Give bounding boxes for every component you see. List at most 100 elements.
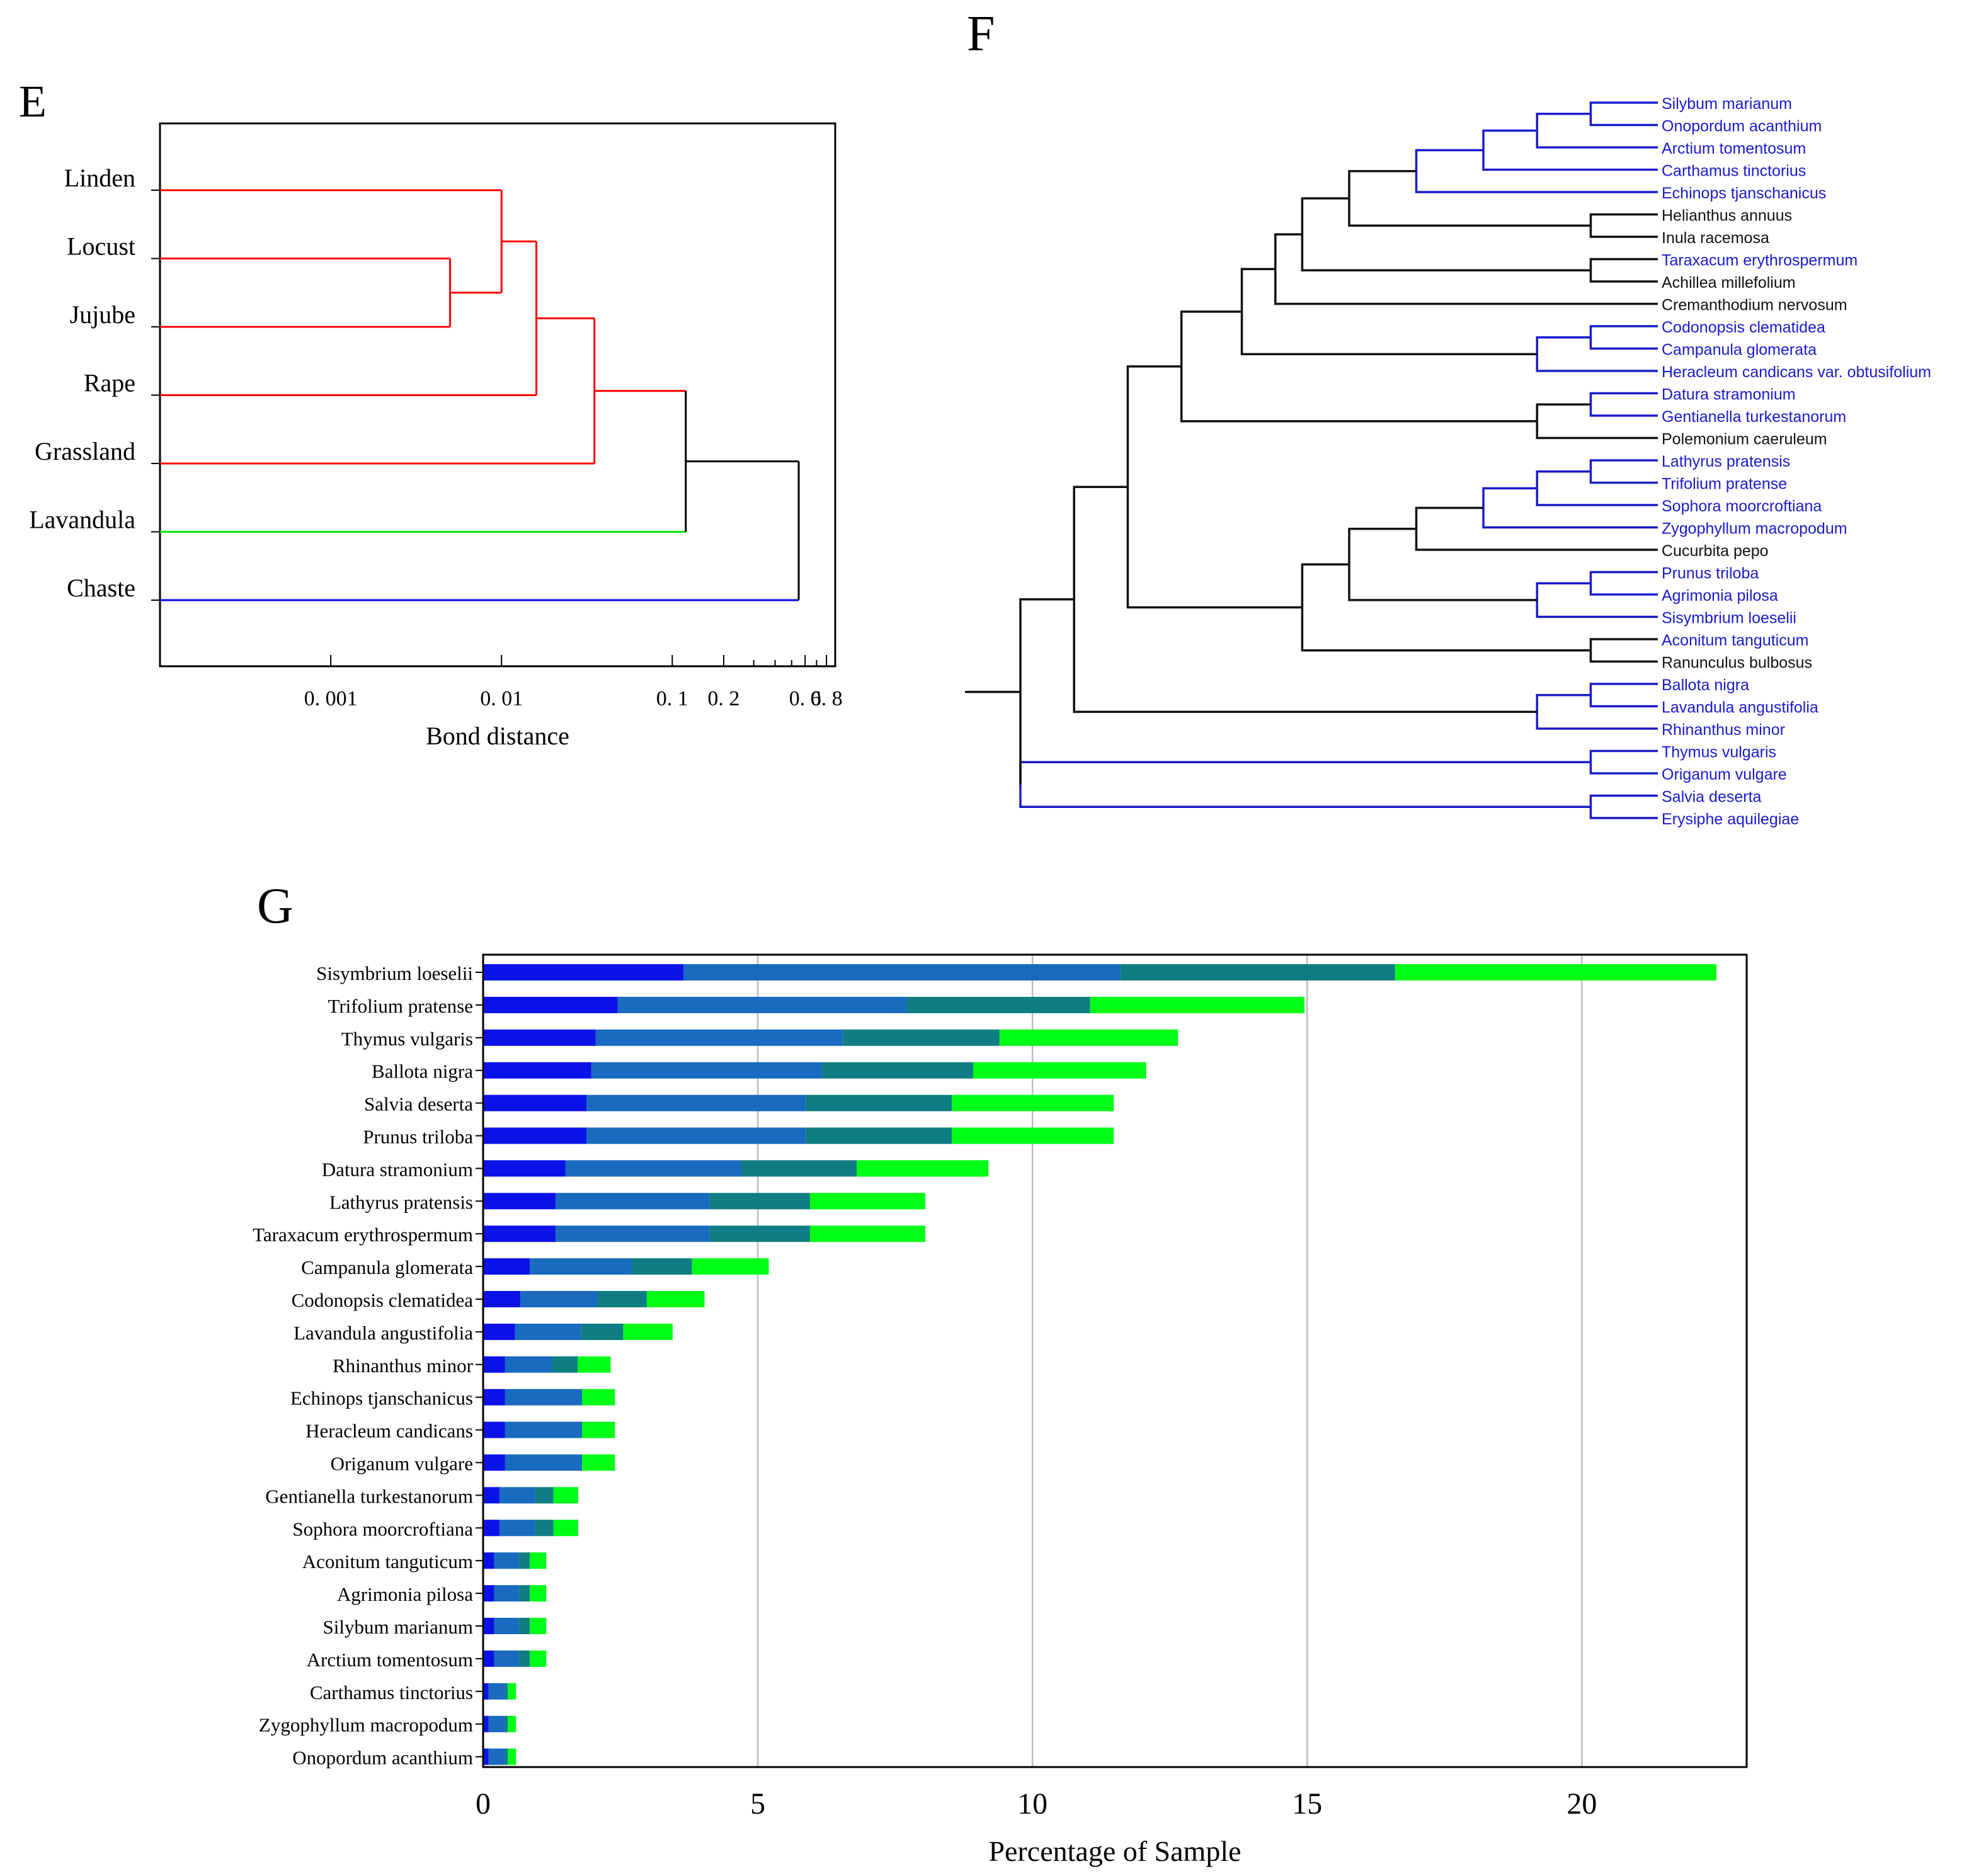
- bar-zygophyllum-macropodum-series-1: [483, 1715, 489, 1732]
- dendrogram-e-leaf-label-grassland: Grassland: [35, 437, 135, 465]
- dendrogram-e-x-label: Bond distance: [426, 722, 569, 750]
- dendrogram-f-branch-10: [1536, 336, 1658, 372]
- dendrogram-f-leaf-label-campanula-glomerata: Campanula glomerata: [1662, 341, 1817, 359]
- bar-agrimonia-pilosa-series-1: [483, 1585, 494, 1602]
- dendrogram-e-x-tick-label: 0. 6: [789, 687, 821, 710]
- bar-thymus-vulgaris-series-4: [999, 1029, 1179, 1046]
- dendrogram-f-leaf-label-codonopsis-clematidea: Codonopsis clematidea: [1662, 319, 1825, 336]
- bar-chart-g-y-tick-label-heracleum-candicans: Heracleum candicans: [305, 1420, 473, 1442]
- bar-aconitum-tanguticum-series-4: [530, 1552, 547, 1569]
- dendrogram-e-x-tick-label: 0. 001: [304, 687, 358, 710]
- bar-ballota-nigra-series-1: [483, 1062, 591, 1079]
- bar-datura-stramonium-series-1: [483, 1160, 566, 1177]
- bar-chart-g-y-tick-label-salvia-deserta: Salvia deserta: [364, 1093, 473, 1115]
- bar-lathyrus-pratensis-series-4: [809, 1193, 926, 1210]
- bar-chart-g-y-tick-label-sophora-moorcroftiana: Sophora moorcroftiana: [292, 1518, 473, 1540]
- dendrogram-f-branch-28: [1589, 749, 1658, 775]
- bar-chart-g-y-tick-label-echinops-tjanschanicus: Echinops tjanschanicus: [290, 1387, 473, 1409]
- dendrogram-f-leaf-label-datura-stramonium: Datura stramonium: [1662, 386, 1796, 404]
- bar-origanum-vulgare-series-1: [483, 1454, 505, 1471]
- dendrogram-f-branch-1: [1536, 113, 1658, 149]
- bar-ballota-nigra-series-3: [822, 1062, 973, 1079]
- bar-codonopsis-clematidea-series-4: [646, 1291, 705, 1307]
- dendrogram-f-leaf-label-prunus-triloba: Prunus triloba: [1662, 565, 1759, 583]
- bar-gentianella-turkestanorum-series-3: [535, 1487, 554, 1504]
- bar-chart-g-x-tick-label: 15: [1292, 1787, 1322, 1821]
- dendrogram-e-leaf-label-jujube: Jujube: [70, 300, 135, 329]
- bar-silybum-marianum-series-1: [483, 1618, 494, 1634]
- dendrogram-f-leaf-label-heracleum-candicans-var-obtusifolium: Heracleum candicans var. obtusifolium: [1662, 363, 1931, 381]
- dendrogram-f-leaf-label-silybum-marianum: Silybum marianum: [1662, 95, 1792, 113]
- dendrogram-f-leaf-label-arctium-tomentosum: Arctium tomentosum: [1662, 140, 1806, 157]
- bar-arctium-tomentosum-series-1: [483, 1650, 494, 1667]
- bar-chart-g-x-tick-label: 5: [750, 1787, 765, 1821]
- dendrogram-f-leaf-label-lavandula-angustifolia: Lavandula angustifolia: [1662, 699, 1818, 717]
- bar-sisymbrium-loeselii-series-2: [683, 964, 1121, 981]
- dendrogram-f-branch-9: [1589, 325, 1658, 350]
- bar-trifolium-pratense-series-4: [1090, 996, 1304, 1013]
- bar-datura-stramonium-series-2: [565, 1160, 741, 1177]
- bar-aconitum-tanguticum-series-2: [494, 1552, 519, 1569]
- bar-heracleum-candicans-series-4: [581, 1421, 615, 1438]
- bar-campanula-glomerata-series-1: [483, 1258, 530, 1275]
- bar-sophora-moorcroftiana-series-1: [483, 1520, 500, 1537]
- bar-prunus-triloba-series-3: [806, 1127, 952, 1144]
- dendrogram-f-branch-7: [1301, 197, 1591, 271]
- dendrogram-f-branch-21: [1348, 527, 1538, 601]
- dendrogram-f: Silybum marianum Onopordum acanthium Arcti…: [965, 95, 1931, 828]
- dendrogram-e-leaf-label-lavandula: Lavandula: [29, 506, 135, 534]
- dendrogram-f-branch-22: [1589, 638, 1658, 663]
- bar-rhinanthus-minor-series-1: [483, 1356, 505, 1373]
- bar-prunus-triloba-series-2: [586, 1127, 806, 1144]
- bar-gentianella-turkestanorum-series-2: [499, 1487, 535, 1504]
- bar-chart-g-bars: [483, 964, 1717, 1765]
- bar-zygophyllum-macropodum-series-2: [488, 1715, 505, 1732]
- bar-sisymbrium-loeselii-series-1: [483, 964, 684, 981]
- dendrogram-f-branch-13: [1536, 403, 1658, 440]
- panel-letter-g: G: [257, 878, 294, 934]
- bar-chart-g-y-tick-label-sisymbrium-loeselii: Sisymbrium loeselii: [316, 962, 473, 984]
- bar-zygophyllum-macropodum-series-3: [505, 1715, 508, 1732]
- bar-chart-g-y-tick-label-lavandula-angustifolia: Lavandula angustifolia: [294, 1322, 473, 1344]
- dendrogram-f-leaf-label-cremanthodium-nervosum: Cremanthodium nervosum: [1662, 297, 1847, 314]
- bar-codonopsis-clematidea-series-2: [520, 1291, 598, 1307]
- bar-taraxacum-erythrospermum-series-4: [809, 1225, 926, 1242]
- panel-letter-e: E: [19, 76, 47, 127]
- bar-aconitum-tanguticum-series-3: [518, 1552, 530, 1569]
- dendrogram-e: 0. 001 0. 01 0. 1 0. 2 0. 60. 8 Linden Locust…: [29, 122, 843, 750]
- dendrogram-f-leaf-label-rhinanthus-minor: Rhinanthus minor: [1662, 721, 1785, 739]
- dendrogram-f-leaf-labels: Silybum marianum Onopordum acanthium Arcti…: [1662, 95, 1931, 828]
- bar-echinops-tjanschanicus-series-2: [505, 1389, 582, 1406]
- bar-aconitum-tanguticum-series-1: [483, 1552, 494, 1569]
- dendrogram-f-leaf-label-taraxacum-erythrospermum: Taraxacum erythrospermum: [1662, 252, 1858, 270]
- bar-chart-g-x-label: Percentage of Sample: [988, 1835, 1241, 1867]
- dendrogram-f-leaf-label-ballota-nigra: Ballota nigra: [1662, 676, 1749, 694]
- dendrogram-f-branches: [965, 101, 1658, 819]
- bar-onopordum-acanthium-series-4: [508, 1748, 517, 1765]
- bar-origanum-vulgare-series-2: [505, 1454, 582, 1471]
- dendrogram-f-leaf-label-aconitum-tanguticum: Aconitum tanguticum: [1662, 632, 1808, 649]
- bar-lathyrus-pratensis-series-2: [556, 1193, 710, 1210]
- dendrogram-f-leaf-label-erysiphe-aquilegiae: Erysiphe aquilegiae: [1662, 810, 1799, 828]
- dendrogram-f-branch-14: [1180, 310, 1538, 423]
- bar-chart-g-y-tick-label-thymus-vulgaris: Thymus vulgaris: [341, 1028, 473, 1050]
- dendrogram-f-branch-17: [1482, 487, 1658, 529]
- dendrogram-f-branch-29: [1589, 794, 1658, 819]
- dendrogram-f-leaf-label-agrimonia-pilosa: Agrimonia pilosa: [1662, 587, 1778, 605]
- bar-salvia-deserta-series-1: [483, 1094, 586, 1111]
- dendrogram-f-leaf-label-lathyrus-pratensis: Lathyrus pratensis: [1662, 453, 1790, 470]
- bar-chart-g-y-tick-label-campanula-glomerata: Campanula glomerata: [301, 1256, 473, 1278]
- bar-chart-g-y-tick-label-prunus-triloba: Prunus triloba: [363, 1126, 473, 1148]
- bar-agrimonia-pilosa-series-4: [530, 1585, 547, 1602]
- dendrogram-f-leaf-label-zygophyllum-macropodum: Zygophyllum macropodum: [1662, 520, 1847, 538]
- dendrogram-f-branch-15: [1589, 459, 1658, 484]
- bar-lavandula-angustifolia-series-4: [623, 1323, 673, 1340]
- bar-arctium-tomentosum-series-2: [494, 1650, 519, 1667]
- dendrogram-f-branch-0: [1589, 101, 1658, 127]
- bar-heracleum-candicans-series-1: [483, 1421, 505, 1438]
- bar-thymus-vulgaris-series-3: [843, 1029, 1000, 1046]
- panel-letter-f: F: [967, 6, 995, 62]
- dendrogram-f-branch-3: [1415, 149, 1658, 193]
- dendrogram-e-x-tick-label: 0. 2: [707, 687, 739, 710]
